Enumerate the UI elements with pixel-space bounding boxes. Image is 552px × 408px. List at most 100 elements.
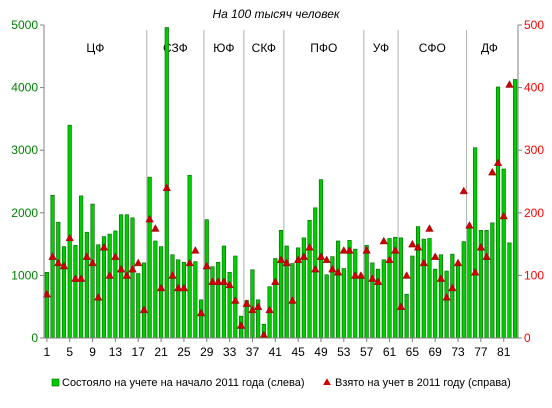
- marker: [265, 305, 274, 314]
- x-tick-label: 37: [246, 345, 260, 359]
- marker: [413, 243, 423, 251]
- bar: [347, 240, 352, 339]
- marker: [139, 305, 149, 314]
- x-tick-label: 53: [337, 345, 351, 359]
- bar: [153, 240, 158, 339]
- marker: [471, 268, 480, 276]
- marker: [419, 258, 428, 267]
- bar: [170, 254, 175, 339]
- bar: [113, 230, 118, 339]
- bar: [187, 174, 192, 339]
- bar: [501, 168, 506, 339]
- legend-marker-label: Взято на учет в 2011 году (справа): [335, 377, 511, 389]
- marker: [362, 246, 371, 254]
- marker: [436, 274, 446, 282]
- marker: [116, 264, 126, 273]
- x-tick-label: 69: [429, 345, 443, 359]
- legend: Состояло на учете на начало 2011 года (с…: [51, 377, 511, 389]
- marker: [351, 271, 360, 279]
- region-label: ЦФ: [86, 41, 104, 55]
- marker: [128, 264, 137, 273]
- region-label: ДФ: [481, 41, 498, 55]
- marker: [219, 277, 229, 285]
- x-tick-label: 45: [291, 345, 305, 359]
- marker: [391, 246, 400, 254]
- marker: [271, 277, 280, 285]
- legend-marker-swatch: [323, 378, 331, 386]
- bar: [398, 237, 403, 339]
- marker: [333, 268, 343, 276]
- bar: [141, 262, 147, 339]
- x-tick-label: 1: [44, 345, 51, 359]
- x-tick-label: 33: [223, 345, 237, 359]
- right-tick-label: 400: [524, 81, 544, 95]
- bar: [216, 261, 221, 339]
- marker: [493, 158, 503, 166]
- marker: [276, 255, 286, 263]
- marker: [151, 224, 160, 232]
- marker: [482, 252, 491, 260]
- bar: [278, 230, 284, 339]
- region-labels: ЦФ СЗФ ЮФ СКФ ПФО УФ СФО ДФ: [86, 41, 498, 55]
- right-tick-label: 0: [524, 331, 531, 345]
- bar: [444, 270, 449, 339]
- marker: [134, 258, 143, 267]
- x-tick-label: 29: [200, 345, 214, 359]
- bar: [381, 259, 386, 339]
- bar: [370, 262, 375, 339]
- marker: [368, 274, 377, 282]
- bar: [433, 268, 438, 339]
- bar: [313, 207, 318, 339]
- marker: [311, 264, 320, 273]
- x-tick-label: 81: [497, 345, 511, 359]
- axes: 0 1000 2000 3000 4000 5000 0 100 200 300 400 500 1 5 9…: [11, 18, 544, 359]
- x-tick-label: 5: [66, 345, 73, 359]
- bar: [50, 194, 55, 339]
- bar: [181, 261, 186, 339]
- right-tick-label: 100: [524, 268, 544, 282]
- bar: [107, 233, 112, 339]
- left-tick-label: 0: [31, 331, 38, 345]
- left-tick-label: 5000: [11, 18, 38, 32]
- marker: [94, 293, 103, 301]
- bar: [336, 240, 341, 339]
- bar: [210, 266, 215, 339]
- bar: [410, 255, 415, 339]
- marker: [356, 271, 366, 279]
- marker: [202, 261, 211, 270]
- x-tick-label: 61: [383, 345, 397, 359]
- bar: [101, 236, 107, 339]
- bar: [490, 222, 495, 339]
- right-tick-label: 300: [524, 143, 544, 157]
- bar: [364, 245, 369, 339]
- marker: [48, 252, 57, 260]
- left-tick-label: 3000: [11, 143, 38, 157]
- marker: [282, 258, 291, 267]
- marker: [396, 302, 406, 310]
- marker: [111, 252, 120, 260]
- bar: [307, 220, 312, 339]
- x-tick-label: 77: [474, 345, 488, 359]
- x-tick-label: 65: [406, 345, 420, 359]
- bar: [193, 261, 198, 339]
- x-tick-label: 57: [360, 345, 374, 359]
- bar: [461, 241, 466, 339]
- marker: [65, 233, 74, 242]
- marker: [99, 243, 109, 251]
- x-tick-label: 73: [451, 345, 465, 359]
- marker: [476, 243, 486, 251]
- marker: [145, 214, 154, 223]
- marker: [288, 296, 297, 304]
- bar: [353, 248, 358, 339]
- marker: [231, 296, 240, 304]
- left-tick-label: 1000: [11, 268, 38, 282]
- bar: [79, 195, 84, 339]
- marker: [156, 283, 166, 292]
- marker: [174, 283, 183, 292]
- marker: [191, 246, 200, 254]
- bar: [341, 268, 346, 339]
- bar: [507, 242, 512, 339]
- marker: [88, 258, 97, 267]
- marker: [185, 258, 194, 267]
